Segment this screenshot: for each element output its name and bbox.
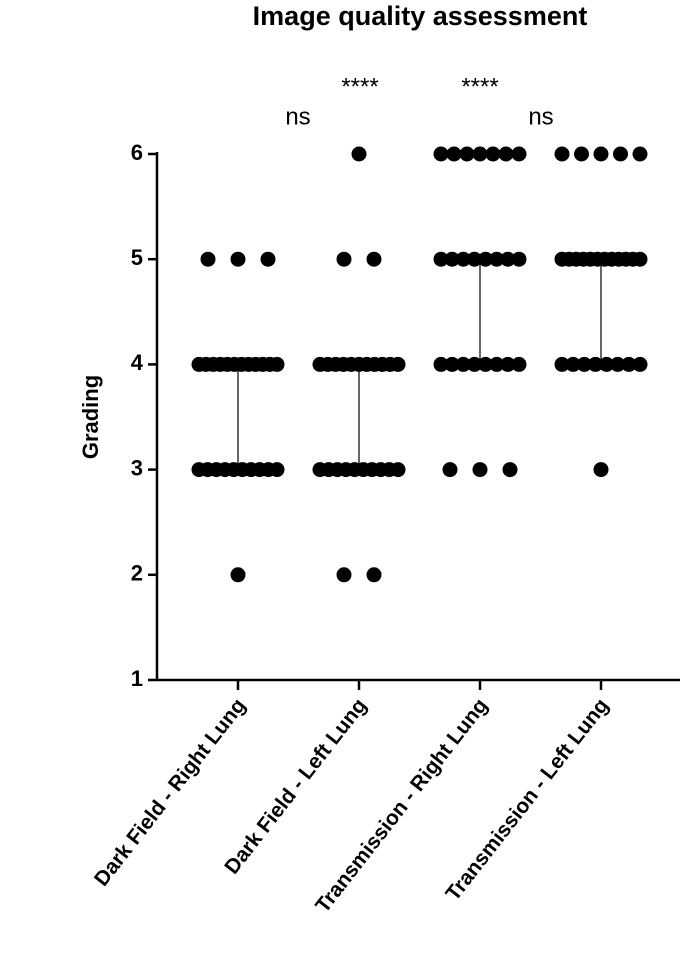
dot	[610, 356, 626, 372]
dot	[433, 146, 449, 162]
dot	[260, 251, 276, 267]
dot	[472, 462, 488, 478]
y-tick-label: 6	[131, 140, 143, 165]
dot	[366, 251, 382, 267]
chart-title: Image quality assessment	[253, 1, 588, 31]
dot	[489, 251, 505, 267]
dot	[446, 146, 462, 162]
y-axis-label: Grading	[78, 375, 103, 459]
y-tick-label: 1	[131, 666, 143, 691]
dot	[433, 356, 449, 372]
dot	[200, 251, 216, 267]
dot	[442, 462, 458, 478]
dot	[433, 251, 449, 267]
dot	[230, 567, 246, 583]
significance-label: ****	[341, 73, 378, 100]
dot	[478, 251, 494, 267]
dot	[587, 356, 603, 372]
dot	[502, 462, 518, 478]
dot	[498, 146, 514, 162]
dot	[599, 356, 615, 372]
dot	[632, 356, 648, 372]
y-tick-label: 5	[131, 245, 143, 270]
dot	[230, 251, 246, 267]
dot	[500, 251, 516, 267]
dot	[574, 146, 589, 162]
dot	[336, 251, 352, 267]
dot	[336, 567, 352, 583]
significance-label: ns	[285, 103, 310, 130]
dot	[489, 356, 505, 372]
y-tick-label: 4	[131, 350, 144, 375]
dot	[632, 146, 648, 162]
dot	[511, 251, 527, 267]
dot	[351, 146, 367, 162]
dot	[565, 356, 581, 372]
dot	[485, 146, 501, 162]
dot	[621, 356, 637, 372]
significance-label: ****	[461, 73, 498, 100]
dot	[593, 146, 609, 162]
dot	[466, 356, 482, 372]
dot	[366, 567, 382, 583]
dot	[269, 462, 285, 478]
dot	[455, 356, 471, 372]
dot	[269, 356, 285, 372]
y-tick-label: 2	[131, 561, 143, 586]
dot	[455, 251, 471, 267]
dot	[444, 356, 460, 372]
dot	[459, 146, 475, 162]
significance-label: ns	[528, 103, 553, 130]
x-tick-label: Dark Field - Left Lung	[220, 694, 371, 878]
dot	[444, 251, 460, 267]
dot	[472, 146, 488, 162]
dot	[632, 251, 648, 267]
dot	[613, 146, 628, 162]
dot	[576, 356, 592, 372]
dot	[390, 462, 406, 478]
y-tick-label: 3	[131, 455, 143, 480]
dot	[511, 356, 527, 372]
dot	[390, 356, 406, 372]
dot	[511, 146, 527, 162]
dot	[593, 462, 609, 478]
dot	[500, 356, 516, 372]
dot	[554, 146, 570, 162]
dot	[466, 251, 482, 267]
dot	[478, 356, 494, 372]
dot	[554, 356, 570, 372]
